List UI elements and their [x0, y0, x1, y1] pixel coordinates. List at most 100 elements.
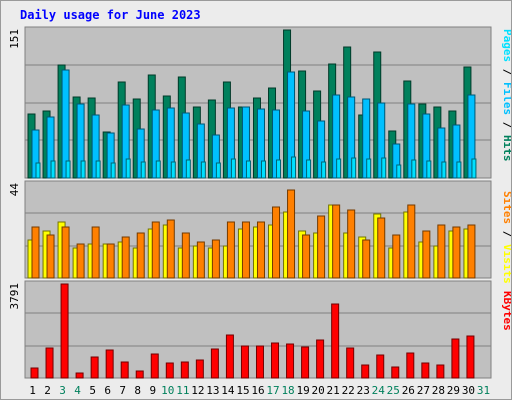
bar-pages-day-27 [426, 160, 432, 179]
legend-hits-files-pages-text: Pages / Files / Hits [501, 29, 511, 162]
bar-pages-day-11 [185, 159, 191, 179]
legend-pages: Pages [501, 29, 511, 62]
bar-kbytes-day-14 [225, 334, 234, 379]
panel-max-label: 44 [8, 183, 21, 197]
bar-pages-day-3 [65, 160, 71, 179]
x-tick-label-day-18: 18 [281, 384, 294, 397]
bar-pages-day-21 [336, 158, 342, 179]
x-tick-label-day-7: 7 [119, 384, 126, 397]
bar-kbytes-day-12 [195, 359, 204, 379]
bar-sites-day-6 [106, 243, 115, 279]
x-tick-label-day-11: 11 [176, 384, 189, 397]
bar-kbytes-day-25 [391, 366, 400, 379]
x-tick-label-day-2: 2 [44, 384, 51, 397]
legend-separator: / [501, 62, 511, 82]
bar-kbytes-day-29 [451, 338, 460, 379]
x-tick-label-day-4: 4 [74, 384, 81, 397]
bar-sites-day-1 [31, 226, 40, 279]
bar-kbytes-day-28 [436, 364, 445, 379]
bar-kbytes-day-19 [301, 346, 310, 379]
bar-pages-day-1 [35, 162, 41, 179]
bar-kbytes-day-15 [240, 345, 249, 379]
x-tick-label-day-3: 3 [59, 384, 66, 397]
legend-hits-files-pages: Pages / Files / Hits [501, 29, 511, 162]
bar-kbytes-day-3 [60, 283, 69, 379]
panel-hits-files-pages: 151 [8, 26, 492, 179]
bar-kbytes-day-27 [421, 362, 430, 379]
bar-sites-day-27 [422, 230, 431, 279]
bar-kbytes-day-13 [210, 348, 219, 379]
bar-kbytes-day-5 [90, 356, 99, 379]
x-tick-label-day-21: 21 [327, 384, 340, 397]
x-tick-label-day-22: 22 [342, 384, 355, 397]
legend-hits: Hits [501, 135, 511, 162]
bar-kbytes-day-21 [331, 303, 340, 379]
bar-pages-day-13 [215, 162, 221, 179]
bar-pages-day-24 [381, 157, 387, 179]
x-tick-label-day-10: 10 [161, 384, 174, 397]
x-tick-label-day-12: 12 [191, 384, 204, 397]
x-tick-label-day-31: 31 [477, 384, 490, 397]
bar-sites-day-29 [452, 226, 461, 279]
bar-kbytes-day-10 [165, 362, 174, 379]
legend-visits-sites-text: Sites / Visits [501, 191, 511, 284]
panel-max-label: 3791 [8, 283, 21, 310]
bar-pages-day-29 [456, 161, 462, 179]
bar-pages-day-6 [110, 162, 116, 179]
legend-kbytes: KBytes [501, 291, 511, 331]
bar-sites-day-10 [166, 219, 175, 279]
bar-sites-day-5 [91, 226, 100, 279]
bar-pages-day-12 [200, 161, 206, 179]
x-tick-label-day-27: 27 [417, 384, 430, 397]
bar-pages-day-2 [50, 160, 56, 179]
bar-sites-day-23 [362, 239, 371, 279]
chart-title: Daily usage for June 2023 [20, 8, 201, 22]
bar-pages-day-22 [351, 157, 357, 179]
bar-sites-day-9 [151, 221, 160, 279]
x-tick-label-day-28: 28 [432, 384, 445, 397]
bar-sites-day-28 [437, 224, 446, 279]
bar-kbytes-day-24 [376, 354, 385, 379]
bar-kbytes-day-16 [255, 345, 264, 379]
x-tick-label-day-23: 23 [357, 384, 370, 397]
legend-files: Files [501, 82, 511, 115]
bar-sites-day-2 [46, 234, 55, 279]
legend-visits-sites: Sites / Visits [501, 191, 511, 284]
bar-sites-day-19 [302, 234, 311, 279]
bar-sites-day-14 [226, 221, 235, 279]
legend-separator: / [501, 115, 511, 135]
bar-pages-day-10 [170, 161, 176, 179]
x-tick-label-day-20: 20 [312, 384, 325, 397]
bar-pages-day-28 [441, 161, 447, 179]
bar-sites-day-30 [467, 224, 476, 279]
bar-pages-day-25 [396, 164, 402, 179]
bar-sites-day-4 [76, 243, 85, 279]
bar-pages-day-23 [366, 158, 372, 179]
bar-sites-day-18 [287, 189, 296, 279]
x-tick-label-day-19: 19 [296, 384, 309, 397]
x-tick-label-day-9: 9 [149, 384, 156, 397]
bar-pages-day-26 [411, 159, 417, 179]
bar-kbytes-day-9 [150, 353, 159, 379]
legend-kbytes-text: KBytes [501, 291, 511, 331]
bar-sites-day-21 [332, 204, 341, 279]
bar-sites-day-15 [241, 221, 250, 279]
legend-sites: Sites [501, 191, 511, 224]
bar-sites-day-25 [392, 234, 401, 279]
x-tick-label-day-29: 29 [447, 384, 460, 397]
bar-kbytes-day-23 [361, 364, 370, 379]
bar-pages-day-14 [230, 158, 236, 179]
bar-kbytes-day-30 [466, 335, 475, 379]
x-tick-label-day-8: 8 [134, 384, 141, 397]
bar-kbytes-day-20 [316, 339, 325, 379]
x-tick-label-day-5: 5 [89, 384, 96, 397]
x-tick-label-day-15: 15 [236, 384, 249, 397]
bar-pages-day-4 [80, 160, 86, 179]
x-tick-label-day-17: 17 [266, 384, 279, 397]
bar-sites-day-16 [256, 221, 265, 279]
x-tick-label-day-6: 6 [104, 384, 111, 397]
bar-sites-day-17 [272, 206, 281, 279]
bar-kbytes-day-6 [105, 349, 114, 379]
x-tick-label-day-25: 25 [387, 384, 400, 397]
